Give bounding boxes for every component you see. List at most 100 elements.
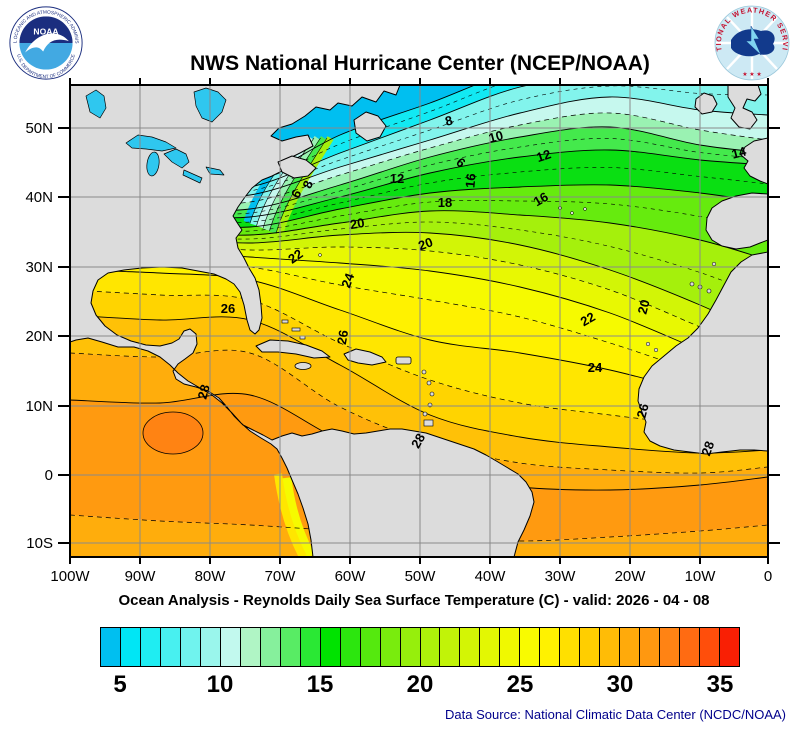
sst-band bbox=[70, 149, 768, 228]
isotherm-label-22: 22 bbox=[285, 246, 305, 267]
colorbar-segment-17c bbox=[360, 628, 381, 666]
lon-label: 0 bbox=[764, 568, 772, 585]
colorbar-segment-21c bbox=[440, 628, 461, 666]
sst-band bbox=[70, 184, 768, 260]
sst-band bbox=[70, 270, 768, 430]
lat-lon-grid bbox=[70, 85, 768, 557]
colorbar-segment-16c bbox=[340, 628, 361, 666]
colorbar-segment-6c bbox=[140, 628, 161, 666]
lon-label: 40W bbox=[475, 568, 507, 585]
isotherm-label-20: 20 bbox=[349, 215, 366, 232]
lesser-antilles bbox=[429, 391, 435, 397]
lon-label: 10W bbox=[685, 568, 717, 585]
lake-superior bbox=[125, 134, 177, 152]
bahamas bbox=[281, 319, 289, 324]
isotherm-labels: 8866101212141616182020202222242426262628… bbox=[195, 112, 749, 457]
colorbar-segment-31c bbox=[640, 628, 661, 666]
lon-label: 100W bbox=[50, 568, 90, 585]
page-title: NWS National Hurricane Center (NCEP/NOAA… bbox=[190, 52, 650, 75]
data-source-credit: Data Source: National Climatic Data Cent… bbox=[445, 707, 786, 722]
azores bbox=[570, 211, 574, 215]
sst-band bbox=[70, 85, 768, 198]
nws-stars: ★ ★ ★ bbox=[742, 71, 761, 78]
lat-label: 30N bbox=[25, 259, 53, 276]
trinidad bbox=[423, 419, 434, 427]
lat-label: 10N bbox=[25, 398, 53, 415]
sst-band bbox=[70, 232, 768, 357]
lat-label: 10S bbox=[26, 535, 53, 552]
land-masses bbox=[70, 85, 768, 557]
colorbar-segment-27c bbox=[560, 628, 581, 666]
colorbar-segment-23c bbox=[480, 628, 501, 666]
colorbar-segment-19c bbox=[400, 628, 421, 666]
colorbar-segment-10c bbox=[220, 628, 241, 666]
lon-label: 20W bbox=[615, 568, 647, 585]
isotherm-label-12: 12 bbox=[390, 171, 404, 186]
nws-logo: NATIONAL WEATHER SERVICE ★ ★ ★ bbox=[714, 5, 790, 81]
sst-band bbox=[70, 350, 768, 491]
colorbar-segment-35c bbox=[720, 628, 739, 666]
nws-rays bbox=[716, 7, 788, 79]
isotherm-label-24: 24 bbox=[338, 270, 357, 289]
colorbar-segment-32c bbox=[660, 628, 681, 666]
colorbar-segment-34c bbox=[700, 628, 721, 666]
cape-verde bbox=[653, 347, 659, 353]
isotherm-label-16: 16 bbox=[531, 189, 551, 209]
lon-label: 50W bbox=[405, 568, 437, 585]
colorbar-segment-9c bbox=[200, 628, 221, 666]
sst-band bbox=[70, 515, 768, 557]
lat-label: 50N bbox=[25, 120, 53, 137]
isotherm-label-28: 28 bbox=[408, 431, 428, 451]
isotherm-label-18: 18 bbox=[438, 195, 452, 210]
colorbar-tick-20: 20 bbox=[406, 671, 434, 698]
peru-cold-tongue-2 bbox=[274, 473, 307, 557]
warm-pocket-pacific bbox=[142, 411, 204, 455]
lake-erie bbox=[182, 169, 203, 184]
lon-label: 70W bbox=[265, 568, 297, 585]
ocean-temperature-bands bbox=[70, 85, 768, 557]
peru-cold-tongue bbox=[278, 477, 315, 557]
map-frame bbox=[58, 78, 780, 564]
isotherm-label-8: 8 bbox=[299, 178, 316, 190]
lesser-antilles bbox=[422, 411, 428, 417]
france bbox=[740, 137, 768, 185]
isotherm-label-10: 10 bbox=[487, 128, 505, 146]
africa bbox=[637, 251, 768, 455]
colorbar-segment-8c bbox=[180, 628, 201, 666]
colorbar-segment-33c bbox=[680, 628, 701, 666]
nova-scotia bbox=[277, 155, 317, 179]
colorbar: 5 10 15 20 25 30 35 bbox=[100, 627, 740, 699]
sst-map: 8866101212141616182020202222242426262628… bbox=[25, 78, 780, 585]
colorbar-segment-7c bbox=[160, 628, 181, 666]
isotherm-25c bbox=[70, 289, 768, 431]
map-caption: Ocean Analysis - Reynolds Daily Sea Surf… bbox=[118, 592, 710, 609]
lon-label: 80W bbox=[195, 568, 227, 585]
noaa-wordmark: NOAA bbox=[33, 26, 58, 36]
coastal-cold-band bbox=[269, 136, 327, 234]
colorbar-segment-30c bbox=[620, 628, 641, 666]
lesser-antilles bbox=[421, 369, 427, 375]
noaa-bird-icon bbox=[25, 33, 69, 53]
lon-label: 30W bbox=[545, 568, 577, 585]
colorbar-tick-35: 35 bbox=[706, 671, 734, 698]
bahamas bbox=[291, 327, 301, 332]
lake-michigan bbox=[146, 151, 160, 177]
colorbar-tick-5: 5 bbox=[113, 671, 127, 698]
colorbar-segment-18c bbox=[380, 628, 401, 666]
jamaica bbox=[294, 362, 312, 370]
colorbar-segment-4c bbox=[101, 628, 121, 666]
cuba bbox=[255, 339, 331, 359]
sst-band bbox=[70, 210, 768, 337]
sst-band bbox=[70, 393, 768, 541]
front-contour bbox=[275, 137, 328, 234]
colorbar-tick-15: 15 bbox=[306, 671, 334, 698]
noaa-logo: NATIONAL OCEANIC AND ATMOSPHERIC ADMINIS… bbox=[9, 6, 83, 80]
colorbar-segment-22c bbox=[460, 628, 481, 666]
isotherm-label-26: 26 bbox=[221, 301, 235, 316]
isotherm-label-20: 20 bbox=[635, 298, 653, 316]
isotherm-label-22: 22 bbox=[578, 309, 598, 329]
colorbar-segment-11c bbox=[240, 628, 261, 666]
isotherm-label-28: 28 bbox=[195, 383, 213, 401]
azores bbox=[583, 207, 587, 211]
